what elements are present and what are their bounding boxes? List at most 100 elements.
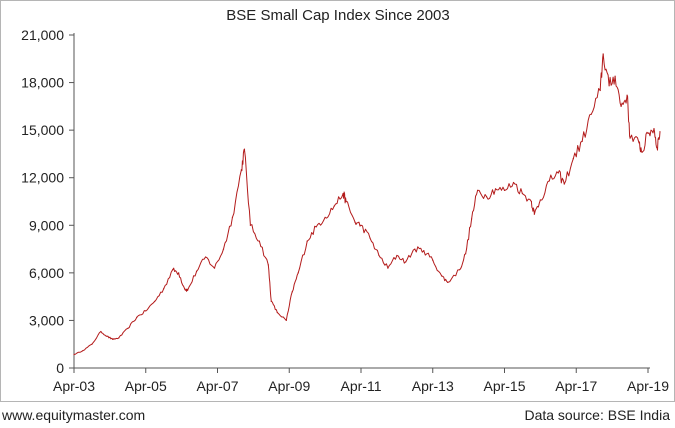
data-point [614, 75, 616, 77]
data-point [447, 281, 449, 283]
data-point [485, 196, 488, 198]
data-point [620, 105, 622, 107]
data-point [369, 237, 371, 239]
y-tick-label: 18,000 [21, 75, 64, 91]
data-point [297, 272, 299, 274]
data-point [306, 240, 308, 242]
data-point [270, 300, 272, 302]
data-point [163, 288, 165, 290]
series-layer [73, 53, 661, 356]
data-point [127, 327, 129, 329]
data-point [276, 311, 278, 314]
data-point [626, 94, 628, 96]
data-point [599, 89, 601, 92]
data-point [231, 216, 234, 218]
x-tick-label: Apr-07 [196, 378, 238, 394]
data-point [118, 337, 120, 339]
data-point [539, 199, 541, 201]
x-tick-label: Apr-05 [125, 378, 167, 394]
data-point [354, 221, 356, 223]
data-point [602, 53, 604, 55]
data-point [533, 213, 535, 215]
data-point [638, 142, 640, 144]
data-point [106, 335, 108, 337]
data-point [333, 205, 335, 207]
data-point [471, 218, 473, 220]
y-tick-label: 3,000 [29, 312, 64, 328]
data-point [423, 250, 425, 252]
x-tick-label: Apr-17 [555, 378, 597, 394]
data-point [345, 200, 347, 203]
data-point [360, 224, 362, 226]
data-point [136, 316, 138, 318]
data-point [647, 132, 649, 134]
data-point [73, 353, 75, 356]
data-point [285, 319, 287, 322]
data-point [503, 189, 506, 191]
data-point [243, 148, 246, 150]
data-point [641, 151, 643, 153]
data-point [441, 275, 443, 277]
data-point [530, 200, 533, 203]
x-axis: Apr-03 Apr-05 Apr-07 Apr-09 Apr-11 Apr-13 Apr-… [53, 367, 669, 394]
data-point [324, 216, 326, 218]
y-tick-label: 6,000 [29, 265, 64, 281]
data-point [315, 226, 317, 228]
y-tick-label: 0 [56, 360, 64, 376]
x-tick-label: Apr-15 [483, 378, 525, 394]
data-point [432, 259, 434, 261]
data-point [187, 289, 189, 291]
data-point [653, 127, 655, 130]
data-point [656, 146, 658, 149]
data-point [378, 254, 380, 257]
data-point [563, 183, 565, 185]
x-tick-label: Apr-09 [268, 378, 310, 394]
data-point [172, 269, 174, 271]
series-line [73, 53, 661, 355]
data-point [572, 158, 574, 160]
data-point [145, 310, 147, 312]
y-tick-label: 12,000 [21, 170, 64, 186]
data-point [629, 137, 631, 139]
y-tick-label: 21,000 [21, 27, 64, 43]
data-point [204, 256, 207, 258]
data-point [342, 192, 344, 195]
data-point [387, 267, 389, 269]
data-point [91, 343, 93, 345]
data-point [512, 181, 515, 184]
data-point [465, 253, 467, 255]
data-source-label: Data source: BSE India [524, 407, 670, 423]
x-tick-label: Apr-11 [341, 378, 382, 394]
data-point [608, 85, 610, 87]
x-tick-label: Apr-19 [627, 378, 669, 394]
data-point [494, 188, 497, 190]
data-point [100, 330, 102, 333]
data-point [249, 224, 251, 226]
data-point [396, 254, 398, 257]
data-point [291, 291, 293, 293]
data-point [590, 113, 592, 115]
x-tick-label: Apr-13 [412, 378, 454, 394]
data-point [240, 169, 243, 171]
data-point [557, 172, 559, 174]
data-point [459, 269, 461, 271]
data-point [476, 189, 479, 191]
data-point [222, 248, 225, 250]
chart-title: BSE Small Cap Index Since 2003 [226, 7, 449, 24]
data-point [82, 349, 84, 352]
y-tick-label: 9,000 [29, 217, 64, 233]
data-point [659, 131, 661, 133]
x-tick-label: Apr-03 [53, 378, 95, 394]
data-point [581, 140, 583, 142]
data-point [258, 240, 260, 242]
data-point [195, 270, 198, 272]
data-point [112, 338, 114, 341]
data-point [213, 267, 216, 269]
website-label: www.equitymaster.com [2, 407, 146, 423]
data-point [548, 180, 550, 182]
data-point [267, 264, 269, 266]
data-point [405, 261, 407, 263]
data-point [521, 192, 524, 195]
